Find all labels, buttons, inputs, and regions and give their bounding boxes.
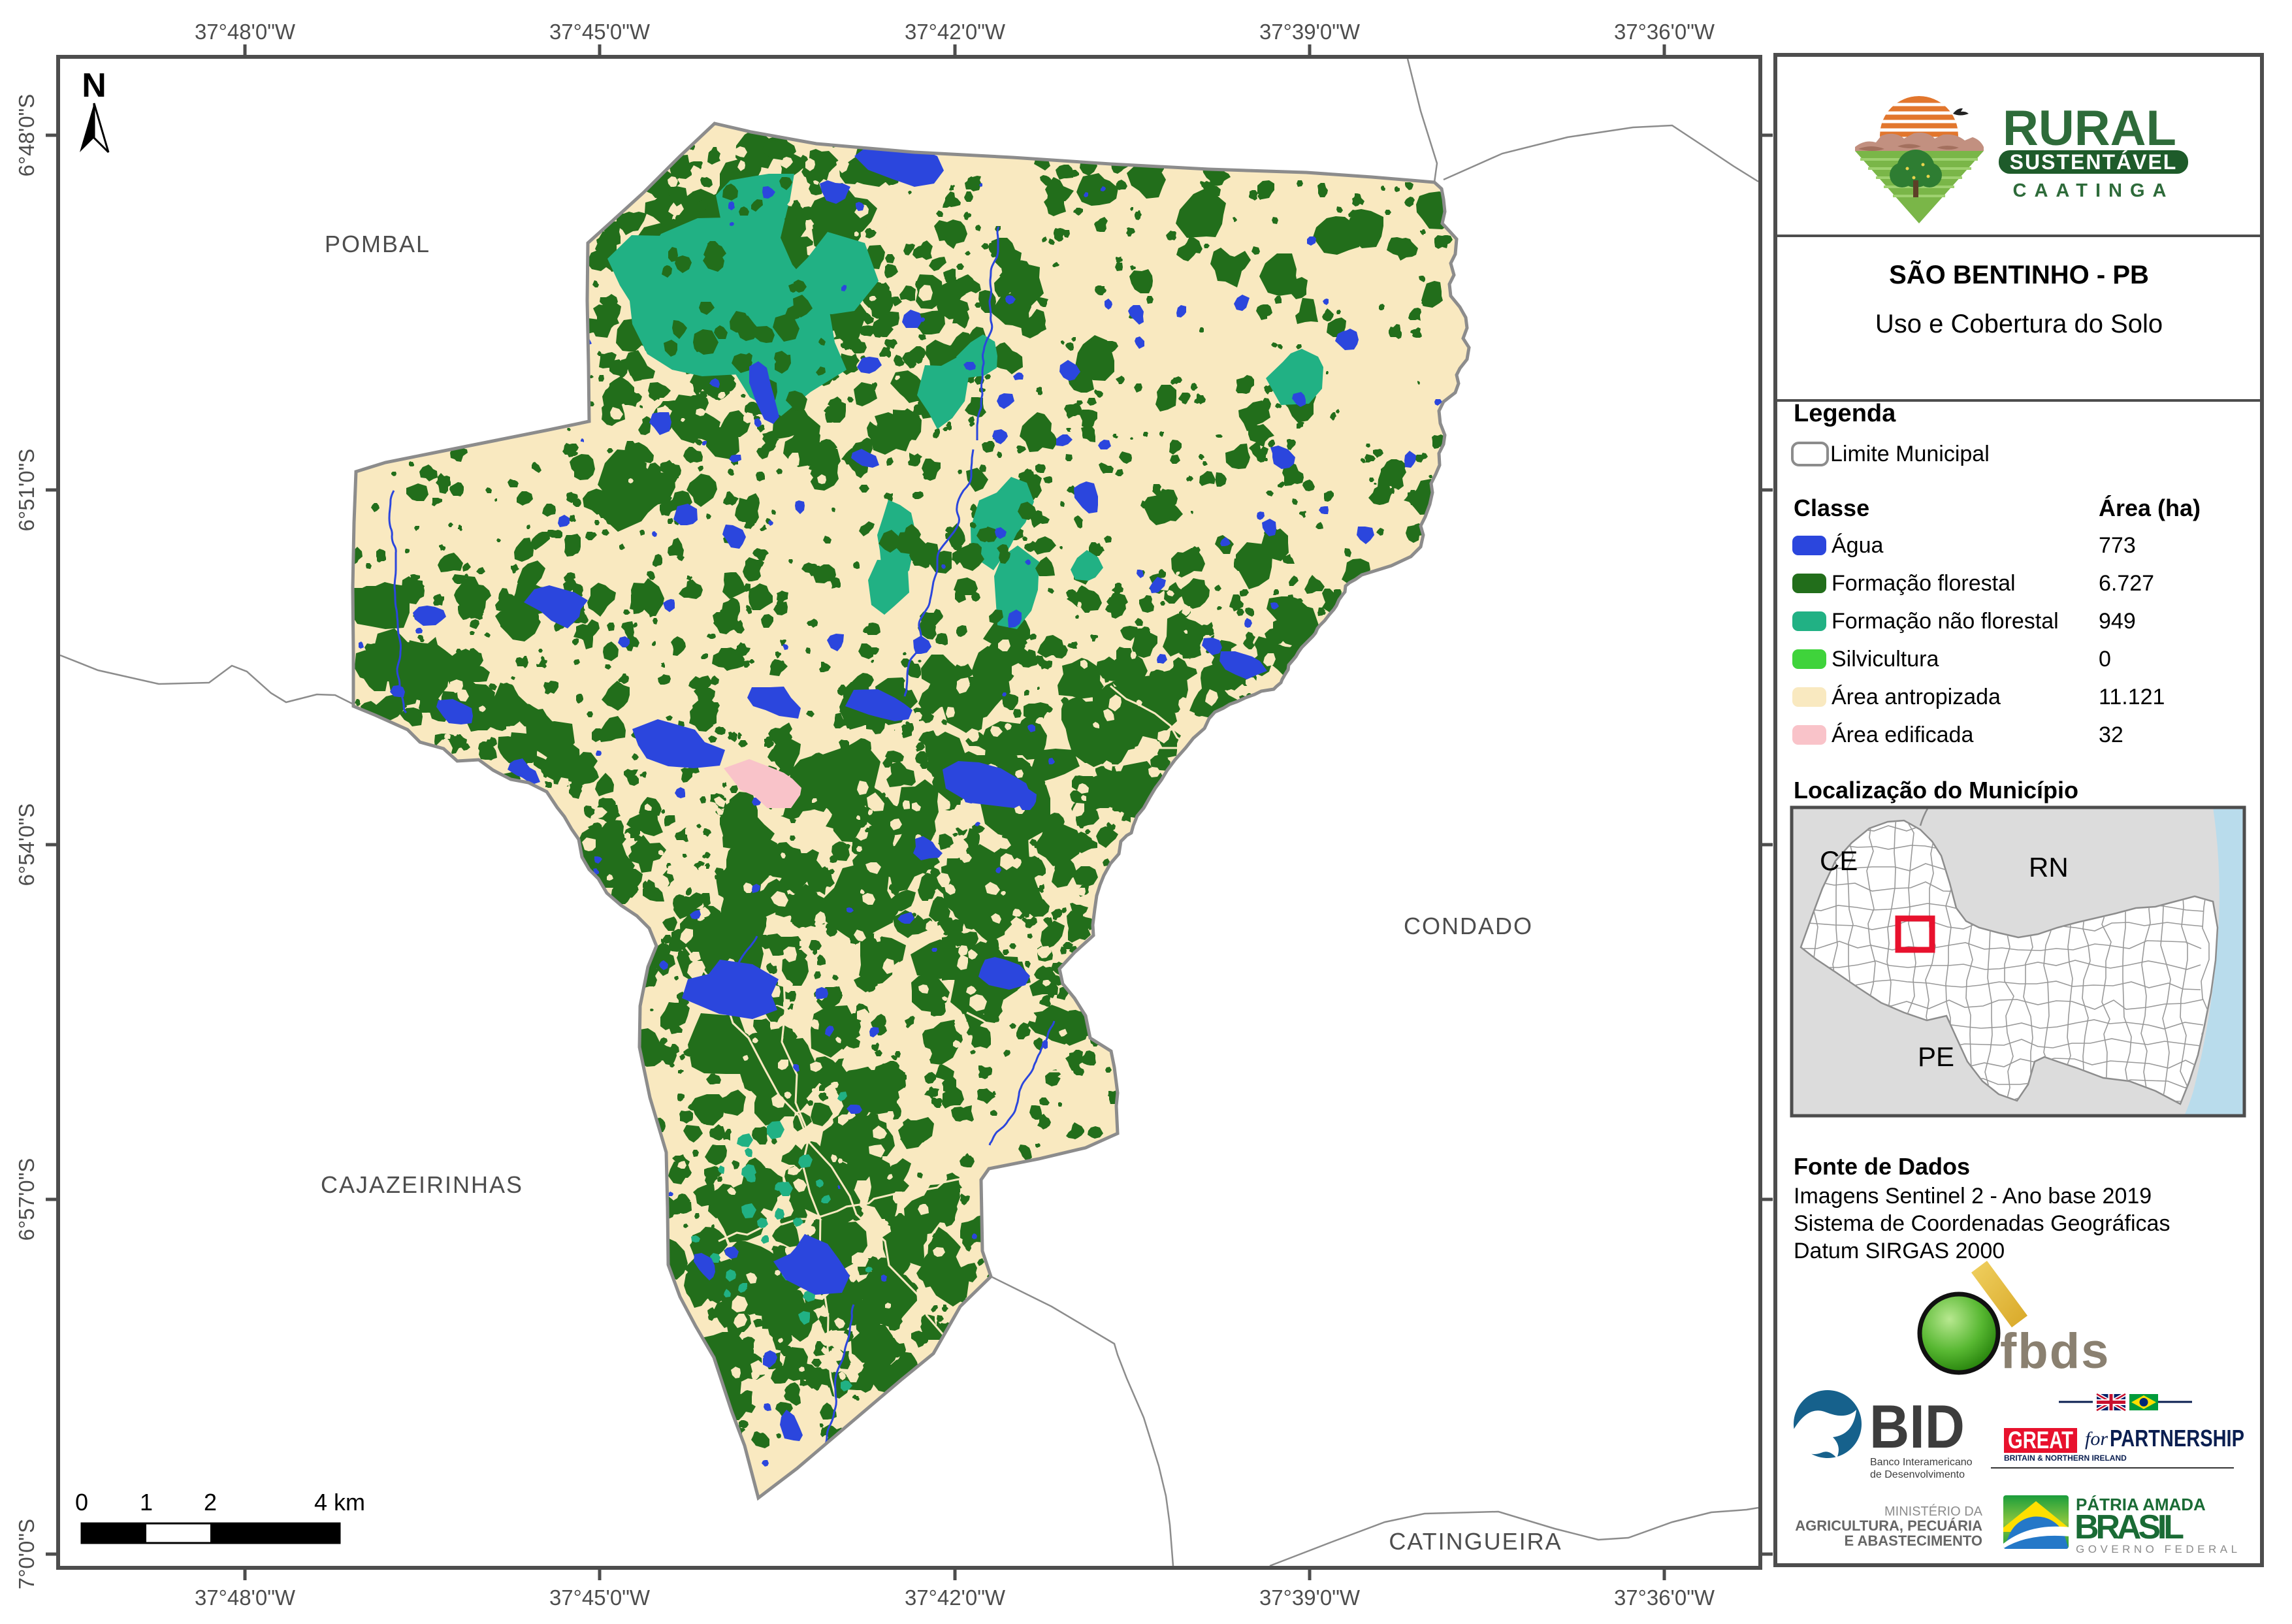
svg-text:37°39'0"W: 37°39'0"W xyxy=(1259,20,1361,44)
svg-text:GOVERNO FEDERAL: GOVERNO FEDERAL xyxy=(2076,1543,2241,1555)
svg-text:for: for xyxy=(2085,1428,2108,1450)
svg-text:0: 0 xyxy=(2099,647,2111,672)
svg-text:PARTNERSHIP: PARTNERSHIP xyxy=(2110,1425,2244,1452)
svg-text:Água: Água xyxy=(1832,533,1883,558)
svg-text:37°42'0"W: 37°42'0"W xyxy=(905,1585,1006,1610)
svg-text:Imagens Sentinel 2 - Ano base: Imagens Sentinel 2 - Ano base 2019 xyxy=(1794,1184,2152,1209)
svg-text:Localização do Município: Localização do Município xyxy=(1794,777,2078,804)
svg-text:Legenda: Legenda xyxy=(1794,400,1896,427)
svg-text:SÃO BENTINHO - PB: SÃO BENTINHO - PB xyxy=(1889,259,2149,289)
svg-text:fbds: fbds xyxy=(2000,1324,2110,1379)
svg-text:Datum SIRGAS 2000: Datum SIRGAS 2000 xyxy=(1794,1239,2005,1263)
svg-text:CONDADO: CONDADO xyxy=(1404,913,1533,939)
svg-text:6°48'0"S: 6°48'0"S xyxy=(14,94,39,177)
svg-text:BID: BID xyxy=(1869,1392,1965,1461)
svg-text:6°54'0"S: 6°54'0"S xyxy=(14,804,39,886)
svg-text:PÁTRIA AMADA: PÁTRIA AMADA xyxy=(2076,1495,2206,1514)
svg-text:7°0'0"S: 7°0'0"S xyxy=(14,1519,39,1589)
svg-text:CAATINGA: CAATINGA xyxy=(2013,180,2174,201)
svg-text:GREAT: GREAT xyxy=(2008,1427,2073,1453)
svg-text:Banco Interamericano: Banco Interamericano xyxy=(1870,1457,1973,1468)
svg-text:2: 2 xyxy=(204,1489,217,1516)
svg-text:1: 1 xyxy=(140,1489,153,1516)
svg-text:37°36'0"W: 37°36'0"W xyxy=(1614,20,1715,44)
svg-text:Silvicultura: Silvicultura xyxy=(1832,647,1939,672)
svg-text:Classe: Classe xyxy=(1794,495,1869,521)
svg-text:37°42'0"W: 37°42'0"W xyxy=(905,20,1006,44)
svg-text:32: 32 xyxy=(2099,723,2123,747)
svg-text:PE: PE xyxy=(1918,1041,1954,1072)
svg-text:Uso e Cobertura do Solo: Uso e Cobertura do Solo xyxy=(1875,310,2163,338)
svg-text:0: 0 xyxy=(75,1489,88,1516)
svg-text:Fonte de Dados: Fonte de Dados xyxy=(1794,1153,1970,1180)
svg-text:de Desenvolvimento: de Desenvolvimento xyxy=(1870,1469,1965,1480)
svg-text:37°48'0"W: 37°48'0"W xyxy=(195,1585,296,1610)
svg-text:RURAL: RURAL xyxy=(2003,101,2176,156)
svg-text:Área antropizada: Área antropizada xyxy=(1832,685,2001,709)
svg-text:CAJAZEIRINHAS: CAJAZEIRINHAS xyxy=(321,1171,523,1198)
svg-text:RN: RN xyxy=(2029,852,2069,883)
svg-text:BRASIL: BRASIL xyxy=(2074,1508,2184,1546)
svg-text:Área edificada: Área edificada xyxy=(1832,723,1973,747)
svg-text:4 km: 4 km xyxy=(314,1489,365,1516)
svg-text:37°48'0"W: 37°48'0"W xyxy=(195,20,296,44)
svg-text:37°36'0"W: 37°36'0"W xyxy=(1614,1585,1715,1610)
svg-text:11.121: 11.121 xyxy=(2099,685,2165,709)
svg-text:37°45'0"W: 37°45'0"W xyxy=(549,1585,651,1610)
svg-text:BRITAIN & NORTHERN IRELAND: BRITAIN & NORTHERN IRELAND xyxy=(2004,1453,2127,1463)
svg-text:Formação florestal: Formação florestal xyxy=(1832,571,2016,596)
svg-text:37°45'0"W: 37°45'0"W xyxy=(549,20,651,44)
svg-text:E ABASTECIMENTO: E ABASTECIMENTO xyxy=(1845,1533,1982,1549)
svg-text:37°39'0"W: 37°39'0"W xyxy=(1259,1585,1361,1610)
svg-text:CATINGUEIRA: CATINGUEIRA xyxy=(1389,1528,1562,1555)
svg-text:SUSTENTÁVEL: SUSTENTÁVEL xyxy=(2010,150,2178,174)
svg-text:AGRICULTURA, PECUÁRIA: AGRICULTURA, PECUÁRIA xyxy=(1795,1518,1982,1534)
svg-text:N: N xyxy=(82,67,106,105)
svg-text:Sistema de Coordenadas Geográf: Sistema de Coordenadas Geográficas xyxy=(1794,1211,2170,1236)
svg-text:773: 773 xyxy=(2099,533,2136,558)
svg-text:6°57'0"S: 6°57'0"S xyxy=(14,1158,39,1241)
svg-text:POMBAL: POMBAL xyxy=(325,231,430,257)
svg-text:CE: CE xyxy=(1820,845,1858,876)
svg-text:MINISTÉRIO DA: MINISTÉRIO DA xyxy=(1884,1504,1983,1519)
svg-text:Limite Municipal: Limite Municipal xyxy=(1830,442,1990,466)
svg-text:Área (ha): Área (ha) xyxy=(2099,495,2201,521)
svg-text:6°51'0"S: 6°51'0"S xyxy=(14,449,39,532)
svg-text:Formação não florestal: Formação não florestal xyxy=(1832,609,2059,634)
svg-text:949: 949 xyxy=(2099,609,2136,634)
svg-text:6.727: 6.727 xyxy=(2099,571,2154,596)
